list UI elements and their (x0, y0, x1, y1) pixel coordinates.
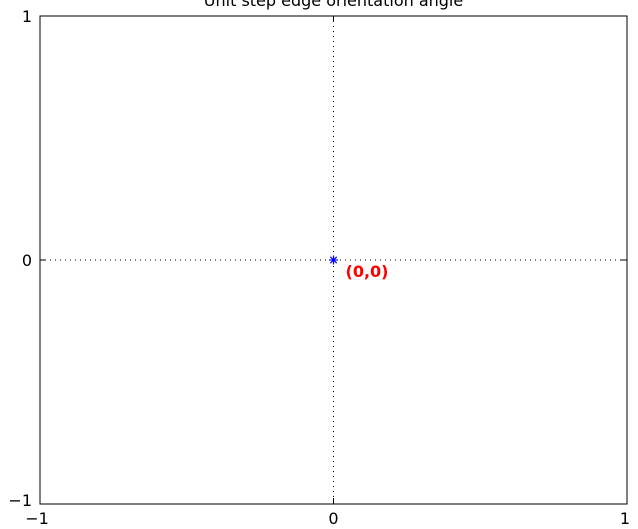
x-tick-label: 0 (328, 509, 338, 528)
axis-ticks (39, 15, 628, 505)
point-annotation: (0,0) (346, 262, 389, 281)
x-tick-label: −1 (25, 509, 49, 528)
x-tick-label: 1 (620, 509, 630, 528)
tick-labels: −1 0 1 −1 0 1 (8, 7, 630, 528)
chart-title: Unit step edge orientation angle (204, 0, 463, 10)
y-tick-label: 0 (22, 251, 32, 270)
y-tick-label: −1 (8, 491, 32, 510)
y-tick-label: 1 (22, 7, 32, 26)
data-point (329, 255, 338, 265)
data-points (329, 255, 338, 265)
annotations: (0,0) (346, 262, 389, 281)
